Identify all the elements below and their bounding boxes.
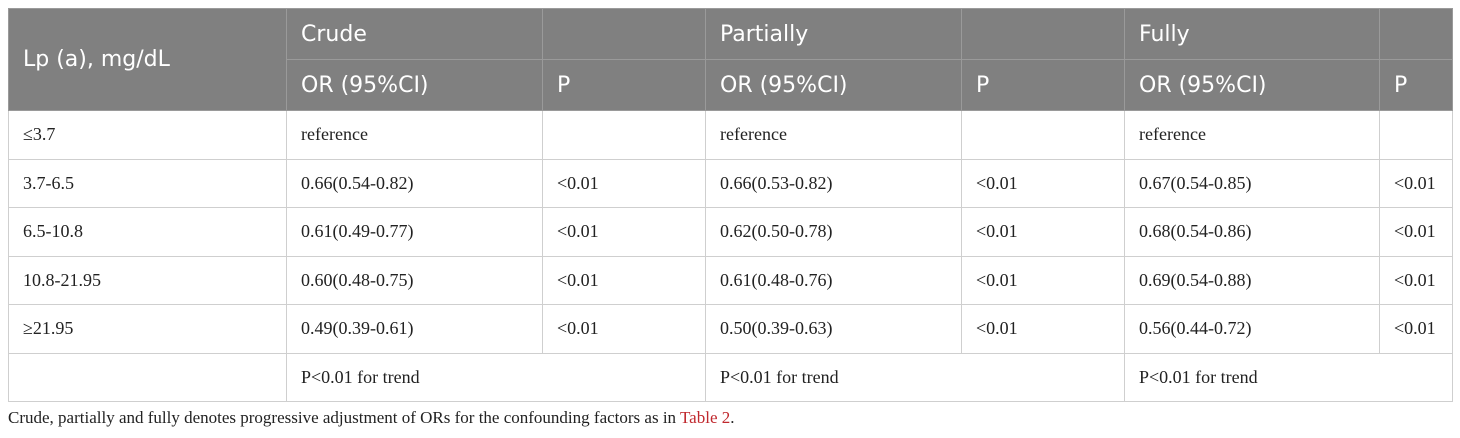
cell: 0.60(0.48-0.75) [286, 255, 543, 305]
table-row: ≥21.95 0.49(0.39-0.61) <0.01 0.50(0.39-0.63… [8, 304, 1453, 354]
table-wrap: Lp (a), mg/dL Crude Partially Fully OR (95%C… [8, 8, 1453, 402]
cell: 0.56(0.44-0.72) [1124, 304, 1380, 354]
footnote: Crude, partially and fully denotes progr… [8, 408, 735, 428]
sub-header: P [542, 59, 706, 111]
sub-header: OR (95%CI) [1124, 59, 1380, 111]
row-label: 6.5-10.8 [8, 207, 287, 257]
footnote-end: . [730, 408, 735, 427]
table-row: ≤3.7 reference reference reference [8, 110, 1453, 160]
group-header: Crude [286, 8, 543, 60]
group-header-blank [542, 8, 706, 60]
cell: 0.66(0.54-0.82) [286, 158, 543, 208]
row-label: 10.8-21.95 [8, 255, 287, 305]
table-row: 6.5-10.8 0.61(0.49-0.77) <0.01 0.62(0.50-0.… [8, 207, 1453, 257]
cell: 0.69(0.54-0.88) [1124, 255, 1380, 305]
cell: 0.61(0.49-0.77) [286, 207, 543, 257]
sub-header: P [1379, 59, 1453, 111]
row-label: ≤3.7 [8, 110, 287, 160]
group-header-blank [961, 8, 1125, 60]
cell: reference [1124, 110, 1380, 160]
group-header: Partially [705, 8, 962, 60]
header-row: OR (95%CI) P OR (95%CI) P OR (95%CI) P [9, 59, 1453, 111]
cell: 0.68(0.54-0.86) [1124, 207, 1380, 257]
cell: <0.01 [1379, 207, 1453, 257]
cell: <0.01 [542, 158, 706, 208]
footnote-link[interactable]: Table 2 [679, 408, 731, 427]
row-label [8, 352, 287, 402]
cell: reference [705, 110, 962, 160]
cell: <0.01 [542, 304, 706, 354]
cell: <0.01 [542, 207, 706, 257]
cell: <0.01 [961, 255, 1125, 305]
cell: reference [286, 110, 543, 160]
cell: <0.01 [1379, 255, 1453, 305]
cell: <0.01 [961, 158, 1125, 208]
sub-header: P [961, 59, 1125, 111]
trend-cell: P<0.01 for trend [286, 352, 706, 402]
cell: 0.50(0.39-0.63) [705, 304, 962, 354]
header-row: Lp (a), mg/dL Crude Partially Fully [8, 8, 1453, 111]
sub-header: OR (95%CI) [286, 59, 543, 111]
row-label: ≥21.95 [8, 304, 287, 354]
sub-header: OR (95%CI) [705, 59, 962, 111]
trend-cell: P<0.01 for trend [705, 352, 1125, 402]
cell: 0.62(0.50-0.78) [705, 207, 962, 257]
cell: 0.66(0.53-0.82) [705, 158, 962, 208]
cell: <0.01 [542, 255, 706, 305]
table-row: 10.8-21.95 0.60(0.48-0.75) <0.01 0.61(0.48-… [8, 255, 1453, 305]
cell [542, 110, 706, 160]
cell: <0.01 [961, 304, 1125, 354]
row-header: Lp (a), mg/dL [8, 8, 287, 111]
cell: <0.01 [961, 207, 1125, 257]
cell: <0.01 [1379, 304, 1453, 354]
table: Lp (a), mg/dL Crude Partially Fully OR (95%C… [8, 8, 1453, 402]
cell: <0.01 [1379, 158, 1453, 208]
cell: 0.67(0.54-0.85) [1124, 158, 1380, 208]
group-header: Fully [1124, 8, 1380, 60]
table-row: 3.7-6.5 0.66(0.54-0.82) <0.01 0.66(0.53-0.8… [8, 158, 1453, 208]
group-header-blank [1379, 8, 1453, 60]
table-body: ≤3.7 reference reference reference 3.7-6.5 0.… [8, 110, 1453, 402]
cell: 0.49(0.39-0.61) [286, 304, 543, 354]
cell [1379, 110, 1453, 160]
footnote-text: Crude, partially and fully denotes progr… [8, 408, 680, 427]
trend-cell: P<0.01 for trend [1124, 352, 1453, 402]
row-label: 3.7-6.5 [8, 158, 287, 208]
trend-row: P<0.01 for trend P<0.01 for trend P<0.01 f… [8, 352, 1453, 402]
cell [961, 110, 1125, 160]
cell: 0.61(0.48-0.76) [705, 255, 962, 305]
table-header: Lp (a), mg/dL Crude Partially Fully OR (95%C… [8, 8, 1453, 111]
